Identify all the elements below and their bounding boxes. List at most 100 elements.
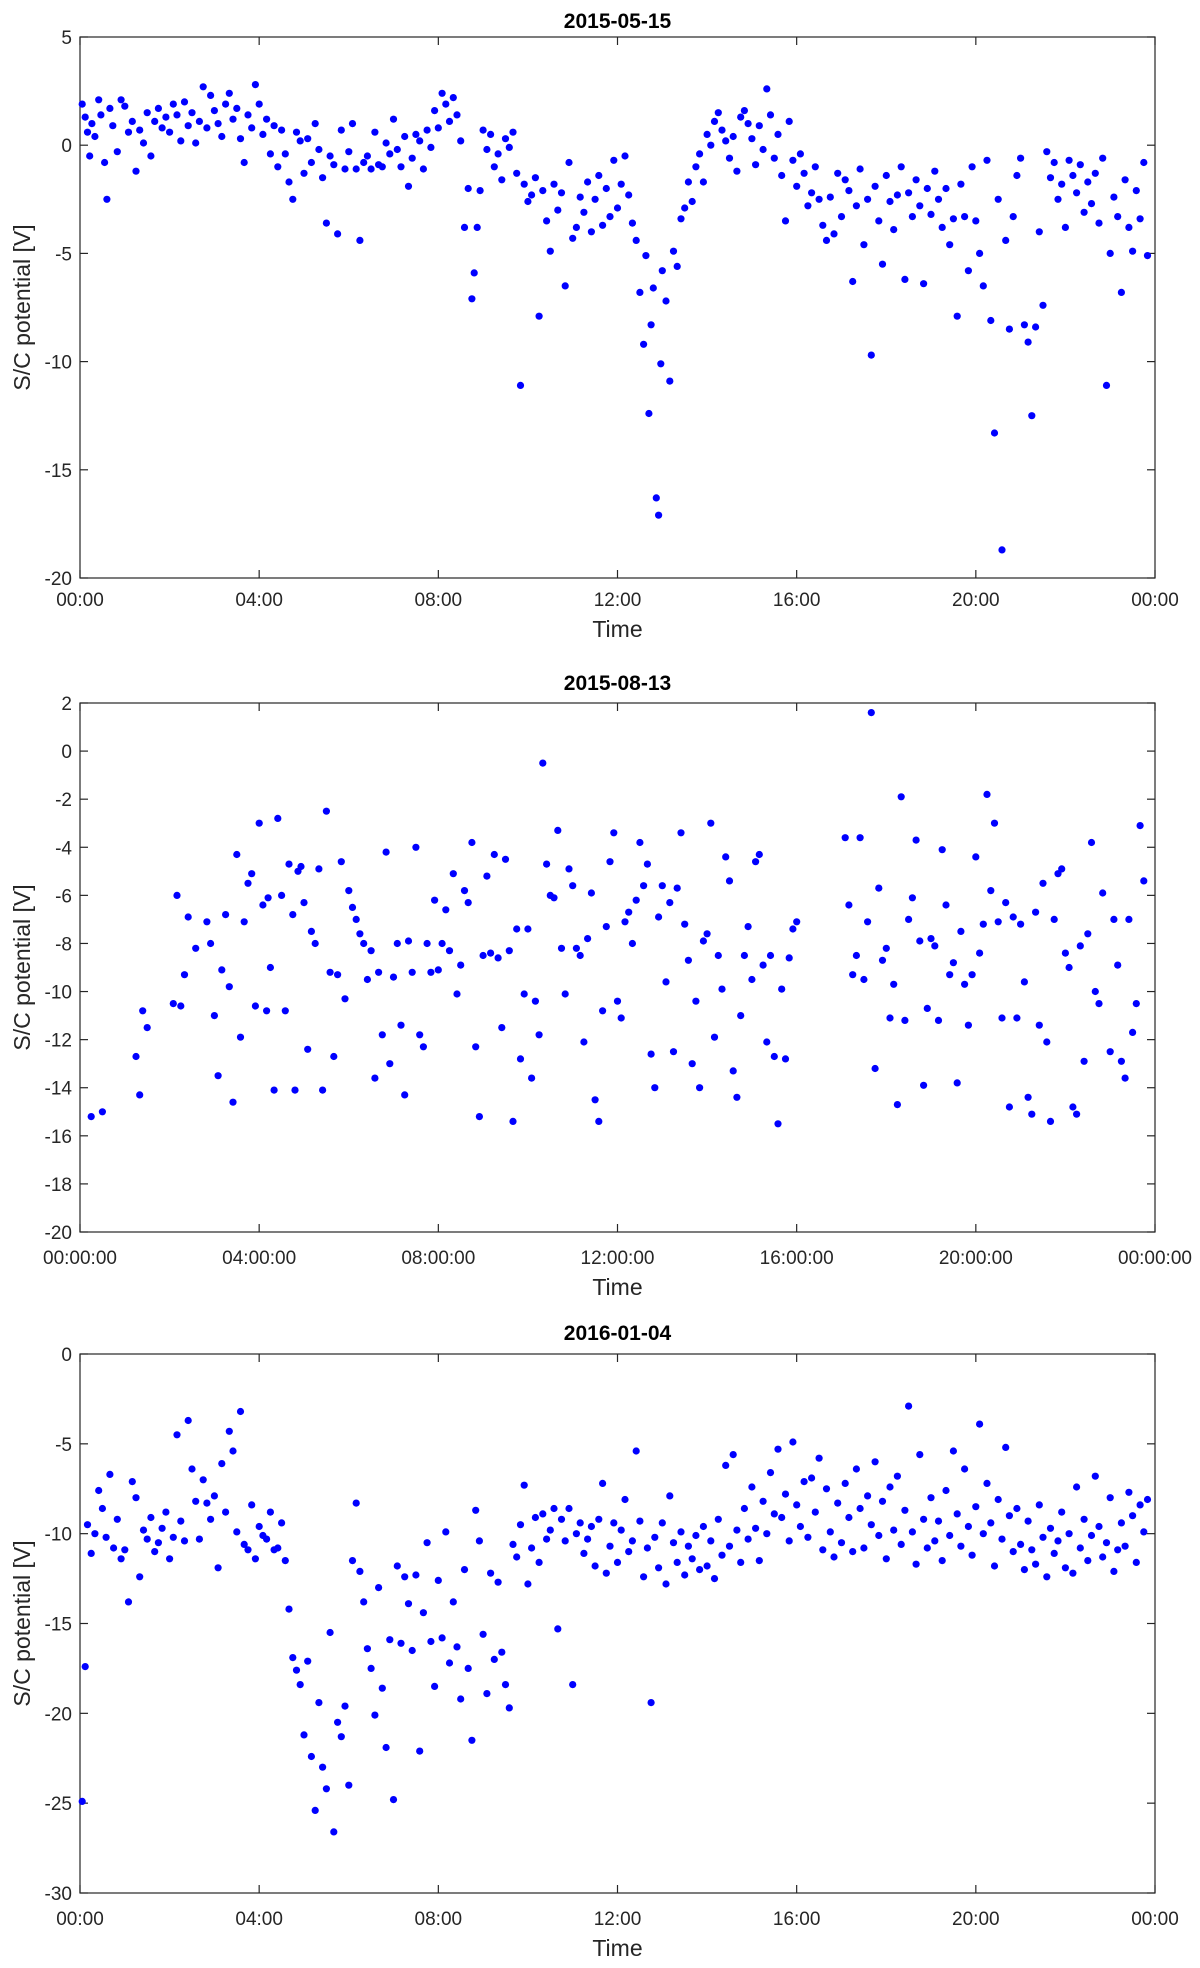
data-point	[692, 1531, 700, 1540]
data-point	[263, 1007, 271, 1015]
data-point	[822, 236, 831, 244]
data-point	[416, 1747, 424, 1755]
data-point	[470, 269, 478, 277]
data-point	[464, 184, 472, 193]
data-point	[464, 1664, 472, 1672]
data-point	[658, 267, 666, 275]
data-point	[378, 1031, 386, 1039]
data-point	[1050, 158, 1058, 167]
data-point	[994, 195, 1002, 203]
data-point	[501, 135, 510, 143]
data-point	[946, 1531, 954, 1540]
y-tick-label: -12	[45, 1031, 72, 1052]
data-point	[449, 1598, 457, 1606]
data-point	[931, 1537, 939, 1545]
data-point	[1039, 879, 1047, 887]
data-point	[796, 1522, 805, 1531]
data-point	[322, 1785, 330, 1793]
data-point	[184, 122, 192, 130]
data-point	[572, 223, 581, 231]
data-point	[98, 1108, 106, 1116]
data-point	[83, 1521, 92, 1529]
data-point	[834, 169, 842, 177]
data-point	[382, 1743, 390, 1752]
data-point	[718, 126, 726, 134]
data-point	[479, 126, 487, 134]
data-point	[389, 1796, 398, 1804]
data-point	[647, 1050, 655, 1058]
data-point	[770, 154, 778, 162]
data-point	[953, 1079, 961, 1087]
x-tick-label: 00:00	[1131, 1909, 1179, 1930]
data-point	[490, 163, 498, 171]
data-point	[565, 158, 573, 167]
data-point	[371, 1074, 379, 1082]
data-point	[360, 158, 368, 167]
data-point	[248, 870, 256, 878]
data-point	[345, 1781, 353, 1789]
data-point	[1110, 1567, 1118, 1575]
data-point	[901, 275, 909, 283]
data-point	[180, 1537, 189, 1545]
data-point	[337, 126, 345, 134]
data-point	[1058, 180, 1066, 188]
data-point	[796, 150, 805, 158]
data-point	[479, 951, 487, 960]
data-point	[602, 1569, 610, 1577]
data-point	[710, 1575, 719, 1583]
data-point	[643, 1544, 652, 1552]
data-point	[696, 150, 704, 158]
data-point	[106, 1470, 114, 1478]
data-point	[554, 1625, 562, 1633]
data-point	[1032, 1560, 1040, 1568]
data-point	[994, 918, 1002, 926]
data-point	[509, 1117, 517, 1125]
data-point	[905, 1402, 913, 1410]
data-points	[78, 81, 1152, 554]
x-tick-label: 08:00:00	[401, 1248, 475, 1269]
data-point	[569, 882, 577, 890]
data-point	[86, 152, 94, 160]
data-point	[916, 202, 924, 210]
data-point	[878, 1497, 887, 1505]
data-point	[162, 1508, 170, 1516]
data-point	[938, 846, 946, 854]
data-point	[1076, 942, 1084, 950]
data-point	[319, 1763, 327, 1771]
data-point	[655, 913, 663, 921]
data-point	[710, 117, 719, 125]
data-point	[628, 1537, 637, 1545]
data-point	[289, 195, 297, 203]
data-point	[95, 96, 103, 104]
data-points	[87, 709, 1148, 1128]
data-point	[703, 1562, 711, 1570]
data-point	[348, 1557, 357, 1565]
data-point	[864, 1492, 872, 1500]
data-point	[516, 381, 525, 389]
data-point	[274, 814, 282, 823]
data-point	[513, 925, 521, 933]
data-point	[169, 1533, 177, 1541]
data-point	[599, 1479, 607, 1487]
data-point	[942, 1486, 950, 1495]
data-point	[934, 1016, 943, 1024]
data-point	[1020, 978, 1028, 986]
data-point	[1125, 1488, 1133, 1496]
data-point	[367, 947, 375, 955]
data-point	[113, 1515, 121, 1523]
data-point	[886, 1014, 894, 1022]
data-point	[968, 1551, 976, 1559]
data-point	[1110, 193, 1118, 201]
data-point	[684, 956, 693, 964]
data-point	[576, 1519, 584, 1527]
data-point	[110, 1544, 118, 1552]
data-point	[651, 1084, 659, 1092]
data-point	[606, 1542, 614, 1550]
data-point	[867, 709, 875, 717]
data-point	[789, 925, 797, 933]
data-point	[621, 918, 629, 926]
data-point	[113, 148, 121, 156]
x-tick-label: 20:00	[952, 590, 1000, 611]
data-point	[1035, 1021, 1043, 1029]
data-point	[520, 1481, 528, 1489]
